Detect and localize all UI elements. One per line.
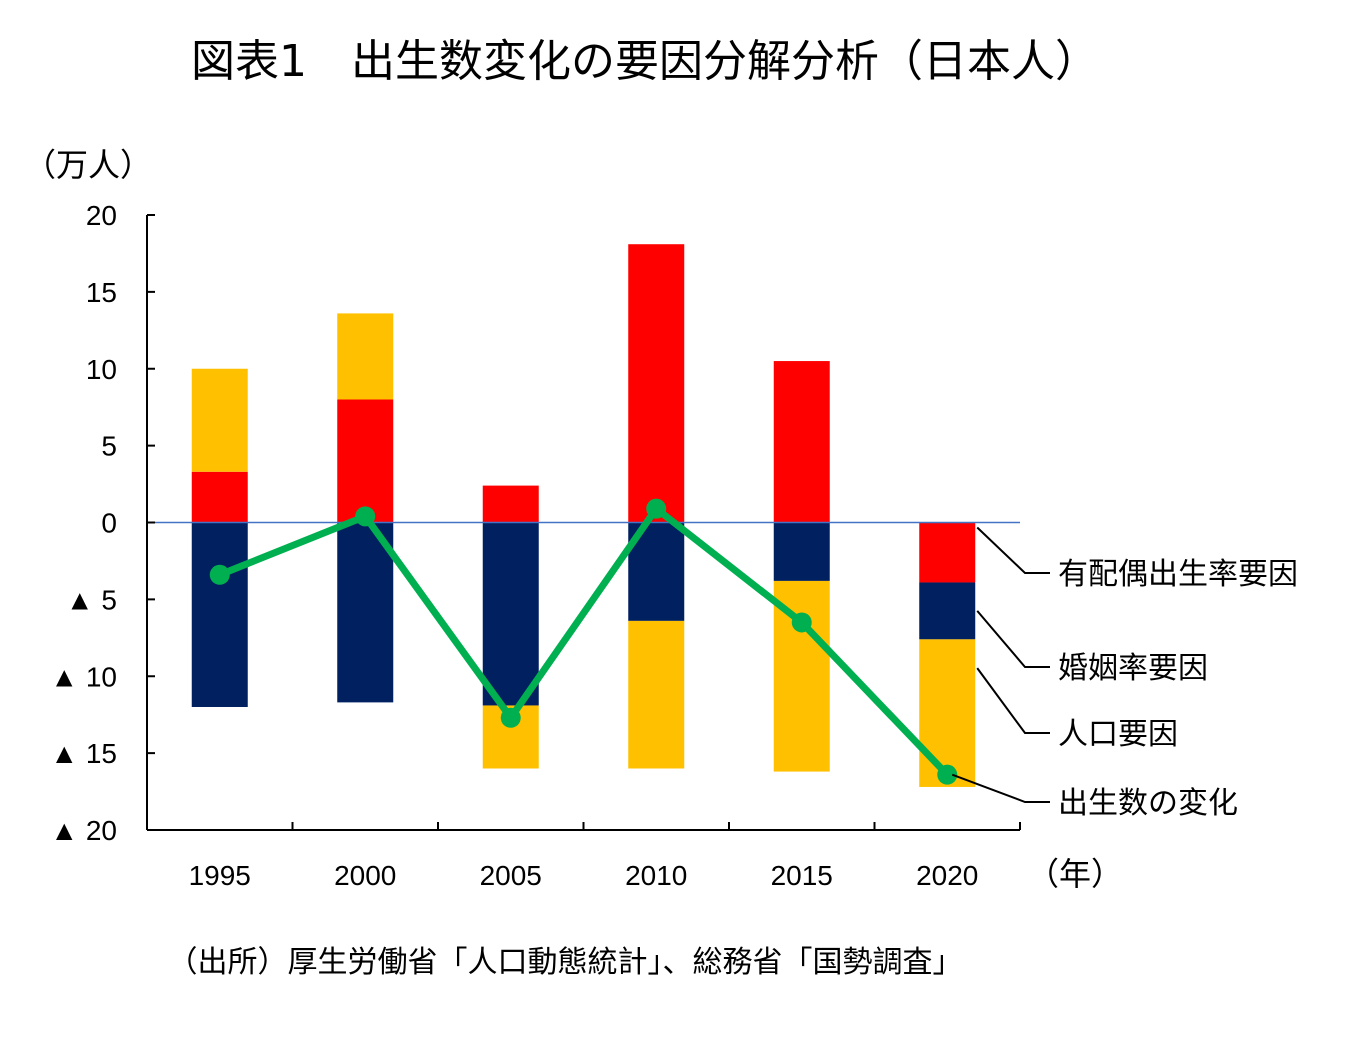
- bar-1-2015: [773, 522, 830, 581]
- axes: [146, 214, 1021, 831]
- x-tick-label: 2015: [771, 860, 833, 891]
- legend-label: 出生数の変化: [1058, 786, 1238, 821]
- leader-line: [951, 773, 1050, 803]
- y-tick-label: ▲ 15: [50, 738, 117, 769]
- bar-2-2020: [919, 639, 976, 787]
- line-layer: [209, 498, 958, 785]
- bar-2-1995: [191, 368, 248, 472]
- bar-0-2005: [482, 485, 539, 523]
- leader-line: [976, 610, 1050, 668]
- y-tick-label: 15: [86, 277, 117, 308]
- bar-0-2010: [628, 244, 685, 523]
- bar-0-1995: [191, 471, 248, 523]
- bar-1-1995: [191, 522, 248, 707]
- y-tick-label: 5: [101, 431, 117, 462]
- legend-label: 有配偶出生率要因: [1058, 557, 1298, 592]
- y-tick-label: 10: [86, 354, 117, 385]
- bar-2-2000: [337, 313, 394, 400]
- leader-line: [976, 526, 1050, 574]
- bar-0-2015: [773, 361, 830, 523]
- bar-0-2020: [919, 522, 976, 583]
- bar-layer: [191, 244, 976, 787]
- x-tick-label: 1995: [189, 860, 251, 891]
- point-1995: [209, 564, 230, 585]
- point-2000: [355, 506, 376, 527]
- bar-1-2005: [482, 522, 539, 706]
- bar-0-2000: [337, 399, 394, 523]
- point-2020: [937, 764, 958, 785]
- point-2010: [646, 498, 667, 519]
- point-2005: [500, 707, 521, 728]
- x-axis-label: （年）: [1027, 855, 1123, 893]
- point-2015: [791, 612, 812, 633]
- x-tick-label: 2020: [916, 860, 978, 891]
- y-tick-label: 20: [86, 200, 117, 231]
- chart-title: 図表1 出生数変化の要因分解分析（日本人）: [191, 36, 1099, 87]
- x-tick-label: 2010: [625, 860, 687, 891]
- legend-label: 人口要因: [1058, 717, 1178, 752]
- bar-2-2010: [628, 620, 685, 769]
- y-tick-label: ▲ 10: [50, 661, 117, 692]
- x-tick-label: 2000: [334, 860, 396, 891]
- y-axis-label: （万人）: [24, 146, 152, 184]
- y-tick-label: 0: [101, 508, 117, 539]
- y-tick-label: ▲ 20: [50, 815, 117, 846]
- bar-1-2000: [337, 522, 394, 703]
- legend-label: 婚姻率要因: [1058, 651, 1208, 686]
- line-births-change: [218, 505, 950, 778]
- x-tick-label: 2005: [480, 860, 542, 891]
- y-tick-label: ▲ 5: [66, 584, 117, 615]
- bar-1-2020: [919, 582, 976, 640]
- source-note: （出所）厚生労働省「人口動態統計」、総務省「国勢調査」: [168, 945, 963, 980]
- leader-line: [976, 667, 1050, 734]
